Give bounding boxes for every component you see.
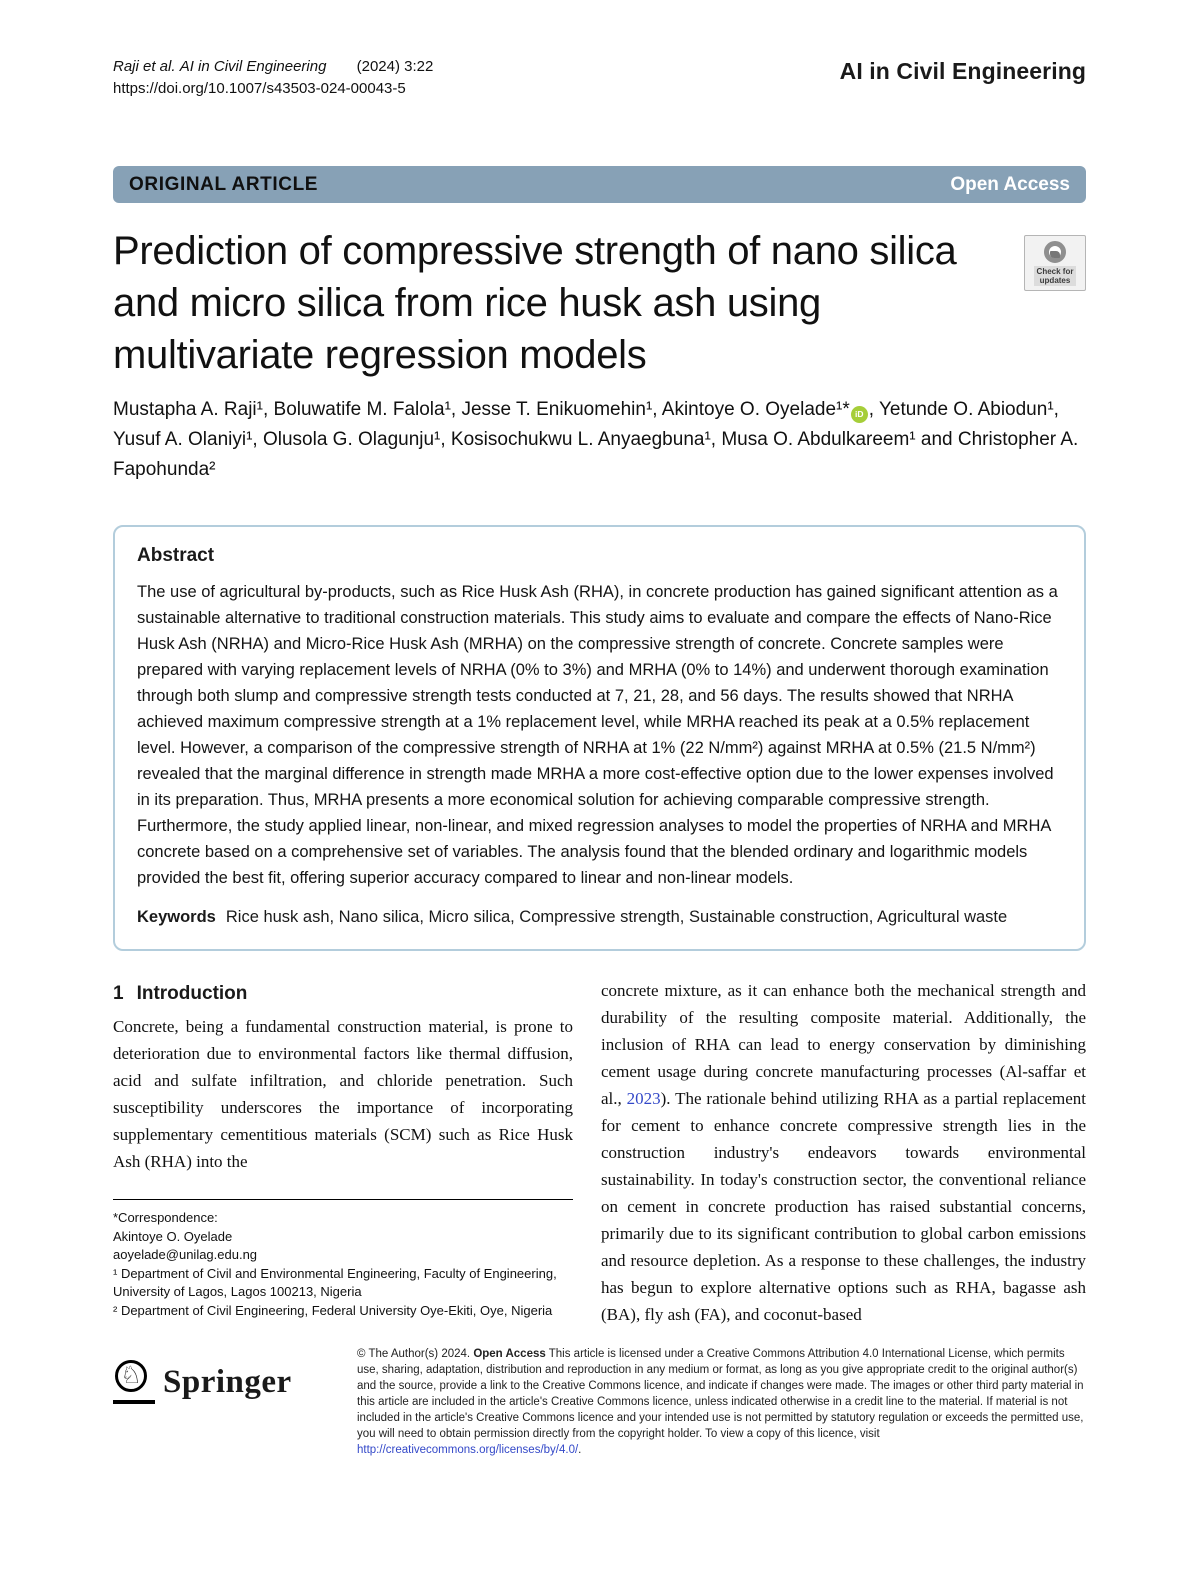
author-list: Mustapha A. Raji¹, Boluwatife M. Falola¹… [113, 395, 1093, 485]
intro-paragraph-right: concrete mixture, as it can enhance both… [601, 977, 1086, 1328]
correspondence-email[interactable]: aoyelade@unilag.edu.ng [113, 1247, 258, 1262]
publisher-logo: ♘ Springer [113, 1360, 357, 1404]
creative-commons-link[interactable]: http://creativecommons.org/licenses/by/4… [357, 1444, 579, 1456]
authors-part1: Mustapha A. Raji¹, Boluwatife M. Falola¹… [113, 399, 850, 420]
page-footer: ♘ Springer © The Author(s) 2024. Open Ac… [113, 1346, 1086, 1458]
license-open-access: Open Access [473, 1348, 546, 1360]
license-text: © The Author(s) 2024. Open Access This a… [357, 1346, 1086, 1458]
journal-name: AI in Civil Engineering [839, 58, 1086, 84]
section-title: Introduction [136, 983, 248, 1004]
page-header: Raji et al. AI in Civil Engineering (202… [113, 56, 1086, 100]
citation-line: Raji et al. AI in Civil Engineering (202… [113, 56, 433, 78]
article-page: Raji et al. AI in Civil Engineering (202… [113, 56, 1093, 1458]
title-row: Prediction of compressive strength of na… [113, 225, 1086, 381]
body-columns: 1 Introduction Concrete, being a fundamen… [113, 977, 1086, 1328]
citation-journal: AI in Civil Engineering [179, 58, 327, 75]
license-prefix: © The Author(s) 2024. [357, 1348, 471, 1360]
authors-part2: , Yetunde O. Abiodun¹, Yusuf A. Olaniyi¹… [113, 399, 1079, 480]
crossmark-icon [1044, 240, 1066, 263]
intro-right-part1: concrete mixture, as it can enhance both… [601, 981, 1086, 1108]
correspondence-label: *Correspondence: [113, 1210, 218, 1225]
check-for-updates-label: Check for updates [1033, 265, 1077, 286]
intro-right-part2: ). The rationale behind utilizing RHA as… [601, 1089, 1086, 1324]
section-heading-introduction: 1 Introduction [113, 983, 573, 1005]
doi-link[interactable]: https://doi.org/10.1007/s43503-024-00043… [113, 80, 406, 97]
keywords-label: Keywords [137, 908, 216, 926]
section-number: 1 [113, 983, 124, 1004]
citation-volume: (2024) 3:22 [356, 58, 434, 75]
abstract-box: Abstract The use of agricultural by-prod… [113, 525, 1086, 951]
left-column: 1 Introduction Concrete, being a fundamen… [113, 977, 573, 1328]
check-for-updates-line1: Check for [1036, 266, 1074, 276]
right-column: concrete mixture, as it can enhance both… [601, 977, 1086, 1328]
license-body: This article is licensed under a Creativ… [357, 1348, 1084, 1440]
intro-paragraph-left: Concrete, being a fundamental constructi… [113, 1017, 573, 1171]
open-access-label: Open Access [950, 173, 1070, 195]
citation-block: Raji et al. AI in Civil Engineering (202… [113, 56, 433, 100]
abstract-text: The use of agricultural by-products, suc… [137, 583, 1058, 887]
springer-horse-icon: ♘ [113, 1360, 155, 1404]
article-type-label: ORIGINAL ARTICLE [129, 173, 319, 195]
citation-year-link[interactable]: 2023 [626, 1089, 661, 1108]
correspondence-name: Akintoye O. Oyelade [113, 1228, 233, 1244]
keywords-text: Rice husk ash, Nano silica, Micro silica… [225, 908, 1008, 926]
publisher-name: Springer [163, 1363, 292, 1400]
check-for-updates-button[interactable]: Check for updates [1024, 235, 1086, 291]
page-title: Prediction of compressive strength of na… [113, 229, 957, 377]
abstract-heading: Abstract [137, 545, 215, 566]
keywords-row: Keywords Rice husk ash, Nano silica, Micr… [137, 905, 1062, 929]
footnote-block: *Correspondence: Akintoye O. Oyelade aoy… [113, 1199, 573, 1320]
orcid-icon[interactable]: iD [850, 406, 868, 423]
affiliation-2: ² Department of Civil Engineering, Feder… [113, 1302, 553, 1318]
check-for-updates-line2: updates [1039, 275, 1071, 285]
article-type-banner: ORIGINAL ARTICLE Open Access [113, 166, 1086, 203]
affiliation-1: ¹ Department of Civil and Environmental … [113, 1265, 557, 1300]
citation-authors: Raji et al. [113, 58, 176, 75]
license-suffix: . [578, 1444, 582, 1456]
